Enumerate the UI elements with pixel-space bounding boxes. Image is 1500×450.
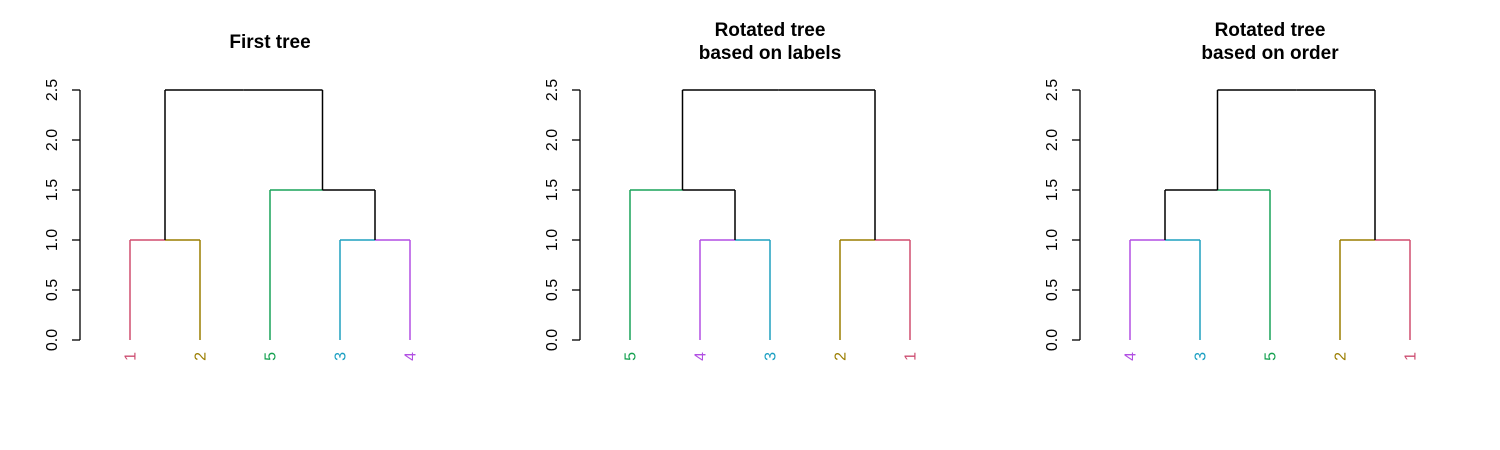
y-tick-label: 1.0 [544,229,561,251]
leaf-label: 1 [903,352,920,361]
dendrogram-panel-1: First tree 0.0 0.5 1.0 1.5 2.0 2.5 1 2 5 3 4 [44,32,420,361]
leaf-label: 4 [403,352,420,361]
y-tick-label: 1.5 [544,179,561,201]
panel-title-line-2: based on labels [699,43,842,64]
leaf-label: 5 [623,352,640,361]
y-tick-label: 0.0 [44,329,61,351]
panel-title-line-1: Rotated tree [715,20,826,41]
leaf-label: 3 [333,352,350,361]
leaf-label: 4 [693,352,710,361]
y-tick-label: 1.5 [44,179,61,201]
leaf-label: 4 [1123,352,1140,361]
y-tick-label: 0.0 [1044,329,1061,351]
leaf-label: 2 [1333,352,1350,361]
y-tick-label: 0.5 [44,279,61,301]
y-tick-label: 2.0 [1044,129,1061,151]
y-tick-label: 0.5 [1044,279,1061,301]
leaf-label: 5 [1263,352,1280,361]
y-tick-label: 1.5 [1044,179,1061,201]
panel-title-line-1: Rotated tree [1215,20,1326,41]
y-tick-label: 0.5 [544,279,561,301]
leaf-label: 2 [193,352,210,361]
y-tick-label: 1.0 [1044,229,1061,251]
leaf-label: 1 [1403,352,1420,361]
y-tick-label: 2.5 [1044,79,1061,101]
y-tick-label: 1.0 [44,229,61,251]
y-tick-label: 2.5 [44,79,61,101]
y-tick-label: 2.0 [44,129,61,151]
panel-title-line-1: First tree [229,32,310,53]
y-tick-label: 2.5 [544,79,561,101]
leaf-label: 2 [833,352,850,361]
leaf-label: 3 [1193,352,1210,361]
leaf-label: 1 [123,352,140,361]
y-tick-label: 0.0 [544,329,561,351]
y-tick-label: 2.0 [544,129,561,151]
leaf-label: 3 [763,352,780,361]
panel-title-line-2: based on order [1201,43,1339,64]
leaf-label: 5 [263,352,280,361]
